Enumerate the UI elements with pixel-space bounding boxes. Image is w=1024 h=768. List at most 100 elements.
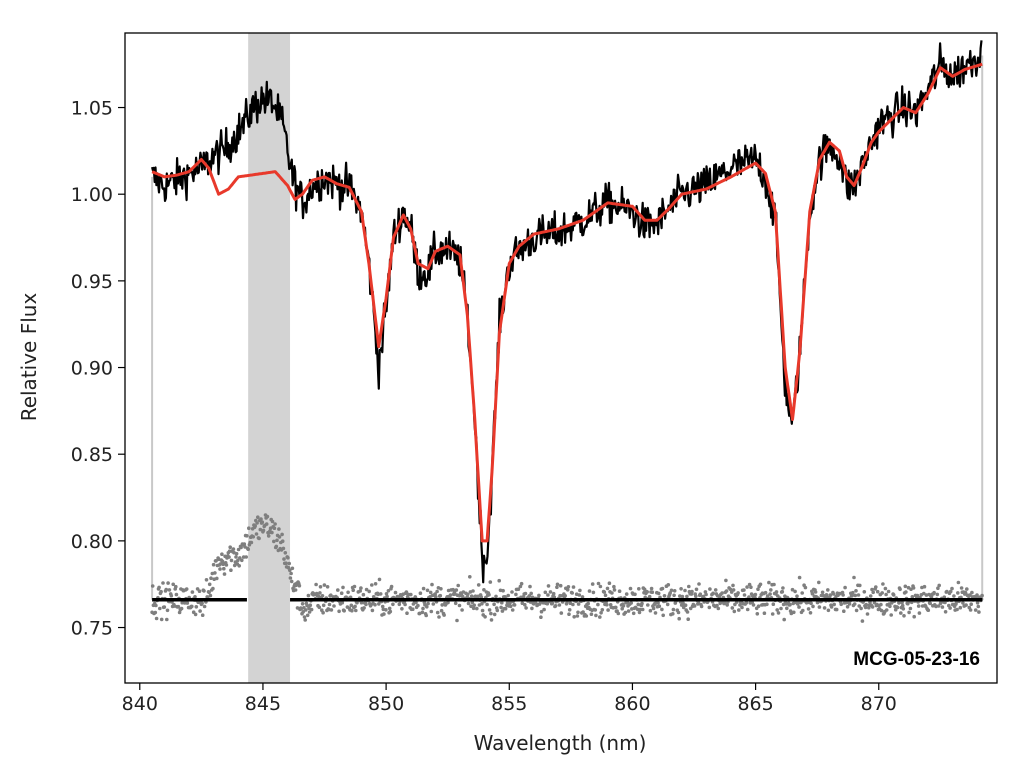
residual-point	[620, 606, 624, 611]
residual-point	[662, 594, 667, 598]
residual-point	[257, 536, 261, 541]
residual-point	[640, 601, 644, 606]
residual-point	[281, 546, 286, 551]
residual-point	[884, 608, 889, 612]
residual-point	[883, 586, 888, 591]
residual-point	[244, 555, 248, 559]
residual-point	[683, 588, 687, 593]
residual-point	[707, 605, 712, 610]
residual-point	[677, 616, 681, 621]
residual-point	[901, 607, 906, 611]
residual-point	[438, 593, 443, 598]
residual-point	[943, 600, 947, 605]
residual-point	[567, 608, 572, 612]
residual-point	[434, 595, 438, 599]
residual-point	[439, 608, 444, 613]
residual-point	[373, 602, 377, 607]
residual-point	[676, 610, 681, 615]
residual-point	[227, 555, 231, 559]
residual-point	[686, 617, 690, 621]
residual-point	[586, 601, 590, 606]
residual-point	[775, 608, 779, 612]
residual-point	[425, 588, 430, 593]
residual-point	[202, 604, 207, 609]
residual-point	[976, 604, 981, 609]
residual-point	[607, 581, 612, 585]
residual-point	[288, 568, 292, 572]
residual-point	[915, 593, 920, 598]
residual-point	[731, 588, 736, 592]
residual-point	[446, 600, 450, 605]
residual-point	[341, 585, 345, 590]
residual-point	[711, 591, 715, 596]
residual-point	[826, 588, 830, 592]
residual-point	[661, 613, 665, 618]
residual-point	[785, 606, 789, 611]
residual-point	[251, 535, 256, 539]
residual-point	[708, 587, 712, 591]
residual-point	[860, 619, 865, 623]
residual-point	[656, 601, 660, 605]
residual-point	[590, 582, 595, 586]
x-ticks-layer: 840 845 850 855 860 865 870	[122, 683, 897, 715]
residual-point	[790, 587, 795, 592]
residual-point	[377, 577, 382, 582]
residual-point	[722, 601, 727, 605]
residual-point	[598, 615, 602, 619]
residual-point	[660, 607, 664, 612]
residual-point	[973, 608, 978, 612]
residual-point	[169, 593, 174, 598]
residual-point	[801, 608, 805, 613]
residual-point	[340, 600, 345, 605]
residual-point	[771, 602, 776, 606]
residual-point	[637, 587, 641, 591]
residual-point	[975, 593, 979, 597]
residual-point	[231, 547, 236, 551]
residual-point	[626, 609, 631, 613]
residual-point	[159, 617, 164, 622]
residual-point	[839, 602, 843, 607]
residual-point	[236, 558, 240, 563]
residual-point	[557, 603, 562, 607]
residual-point	[736, 591, 740, 595]
residual-point	[865, 612, 870, 616]
residual-point	[926, 608, 931, 612]
residual-point	[208, 593, 213, 598]
residual-point	[411, 607, 415, 611]
residual-point	[565, 588, 570, 592]
residual-point	[492, 602, 496, 607]
residual-point	[283, 551, 288, 555]
residual-point	[426, 601, 430, 606]
residual-point	[177, 610, 182, 615]
residual-point	[277, 535, 282, 539]
residual-point	[811, 604, 815, 609]
residual-point	[758, 582, 763, 587]
residual-point	[428, 590, 433, 595]
residual-point	[646, 603, 650, 607]
x-tick-label: 845	[245, 693, 281, 715]
residual-point	[479, 595, 484, 599]
residual-point	[980, 593, 984, 598]
residual-point	[692, 604, 697, 608]
residual-point	[875, 589, 880, 594]
residual-point	[964, 603, 968, 607]
residual-point	[717, 595, 722, 599]
residual-point	[683, 603, 688, 607]
residual-point	[768, 592, 772, 596]
residual-point	[506, 593, 511, 598]
residual-point	[153, 610, 158, 615]
residual-point	[377, 602, 381, 606]
residual-point	[232, 563, 237, 568]
residual-point	[159, 589, 163, 594]
residual-point	[832, 602, 836, 607]
residual-point	[289, 571, 293, 576]
residual-point	[857, 604, 861, 608]
residual-point	[367, 589, 372, 594]
residual-point	[289, 579, 294, 584]
residual-point	[487, 592, 491, 597]
residual-point	[889, 613, 893, 617]
residual-point	[606, 608, 610, 612]
residual-point	[320, 594, 325, 598]
residual-point	[943, 610, 948, 614]
residual-point	[843, 585, 847, 590]
